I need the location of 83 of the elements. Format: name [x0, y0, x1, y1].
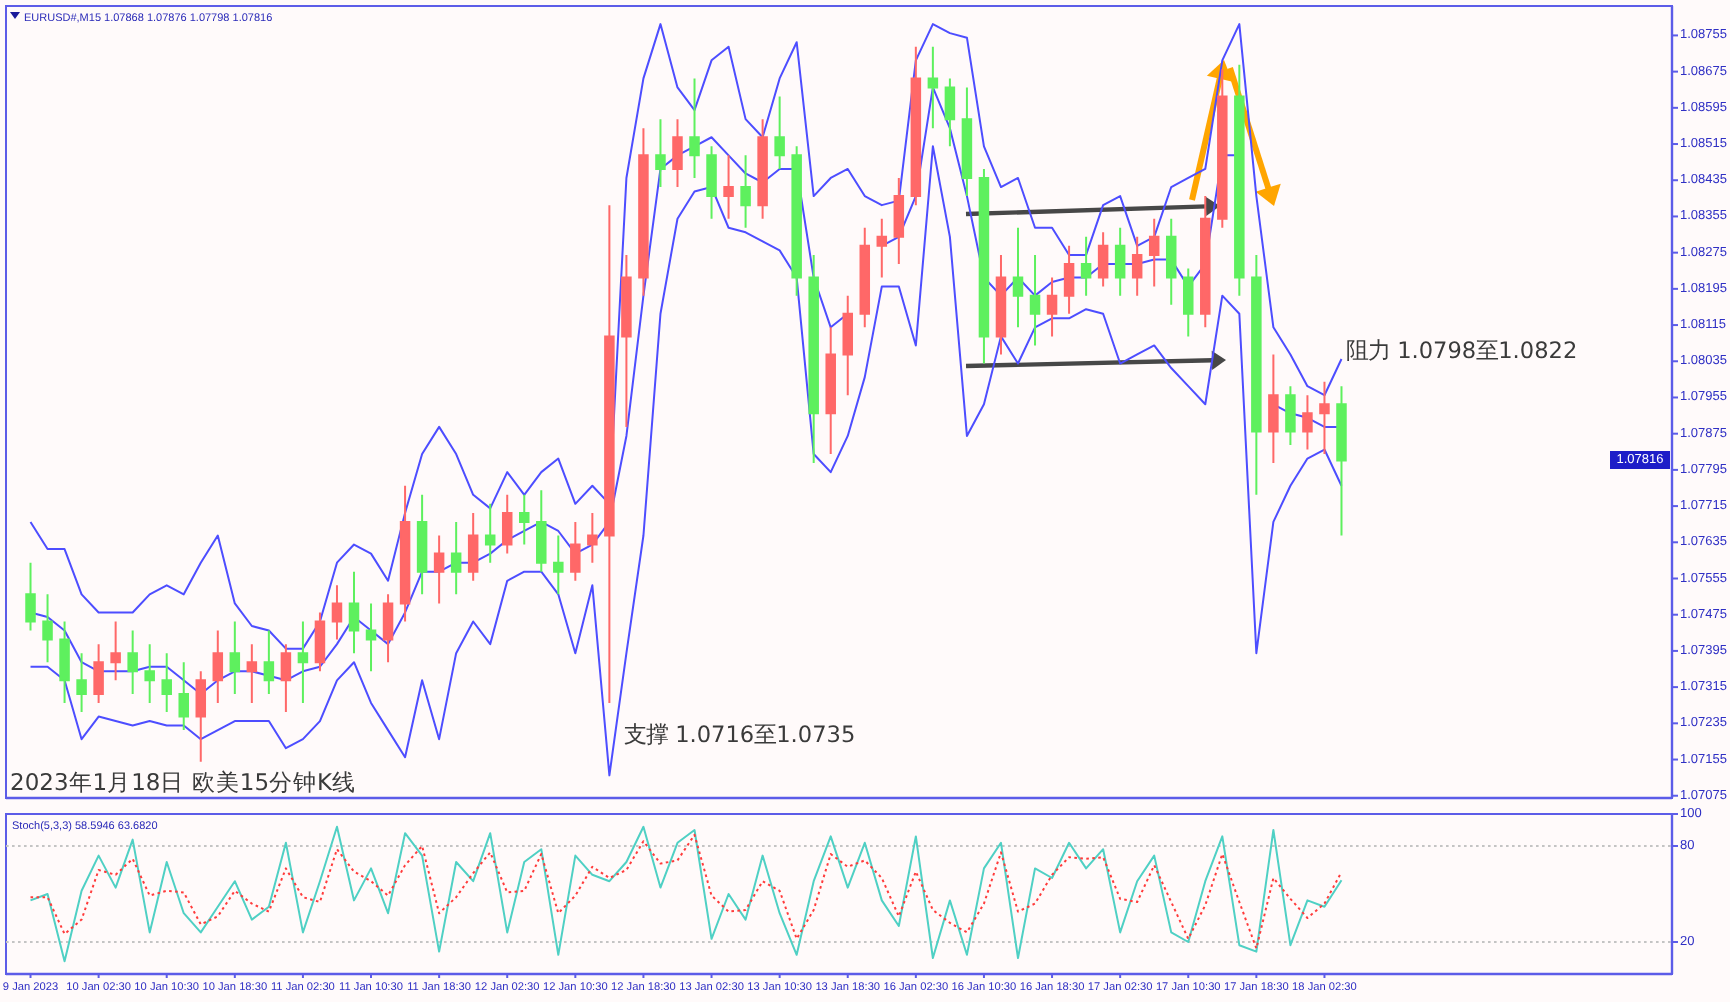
- candlestick: [501, 493, 513, 555]
- candlestick: [791, 145, 802, 297]
- candlestick: [484, 502, 496, 564]
- candlestick: [740, 154, 751, 229]
- candlestick: [178, 661, 189, 732]
- candlestick: [212, 629, 224, 704]
- candlestick: [859, 226, 871, 329]
- candlestick: [978, 167, 990, 365]
- candlestick: [961, 86, 973, 198]
- candlestick: [1251, 253, 1262, 496]
- candlestick: [1319, 380, 1330, 456]
- candlestick: [1063, 244, 1075, 315]
- candlestick: [314, 611, 326, 673]
- candlestick: [365, 602, 377, 673]
- candlestick: [297, 620, 309, 704]
- line-series: [29, 23, 1343, 650]
- candlestick: [1200, 195, 1211, 329]
- candlestick: [825, 326, 836, 456]
- candlestick: [280, 643, 292, 714]
- candlestick: [570, 520, 581, 582]
- candlestick: [774, 95, 785, 170]
- candlestick: [672, 118, 683, 189]
- candlestick: [127, 629, 138, 695]
- candlestick: [1336, 385, 1347, 537]
- candlestick: [110, 620, 121, 682]
- line-series: [29, 833, 1343, 950]
- candlestick: [876, 217, 888, 279]
- candlestick: [536, 489, 547, 573]
- candlestick: [910, 45, 922, 207]
- candlestick: [842, 294, 853, 397]
- candlestick: [331, 584, 343, 641]
- candlestick: [1165, 217, 1177, 306]
- candlestick: [587, 511, 598, 564]
- candlestick: [382, 593, 394, 664]
- candlestick: [399, 484, 411, 623]
- annotation: 2023年1月18日 欧美15分钟K线: [10, 768, 357, 796]
- candlestick: [706, 145, 717, 220]
- candlestick: [76, 652, 87, 714]
- candlestick: [246, 643, 258, 704]
- candlestick: [808, 253, 819, 465]
- candlestick: [59, 620, 70, 704]
- candlestick: [42, 593, 53, 664]
- candlestick: [604, 204, 615, 704]
- candlestick: [161, 652, 172, 714]
- candlestick: [995, 253, 1007, 356]
- annotation: 阻力 1.0798至1.0822: [1346, 338, 1578, 364]
- candlestick: [229, 620, 241, 695]
- candlestick: [689, 77, 700, 179]
- candlestick: [944, 77, 956, 148]
- candlestick: [195, 670, 207, 763]
- candlestick: [638, 127, 649, 297]
- annotation: 支撑 1.0716至1.0735: [624, 722, 856, 748]
- candlestick: [450, 520, 462, 596]
- candlestick: [467, 511, 479, 582]
- candlestick: [1217, 68, 1228, 229]
- candlestick: [25, 561, 36, 632]
- candlestick: [433, 534, 445, 605]
- candlestick: [927, 45, 939, 130]
- candlestick: [723, 154, 734, 220]
- candlestick: [1148, 217, 1160, 288]
- candlestick: [621, 253, 632, 428]
- candlestick: [519, 493, 530, 546]
- candlestick: [1131, 235, 1143, 297]
- candlestick: [348, 570, 360, 655]
- candlestick: [1012, 226, 1024, 329]
- candlestick: [416, 493, 428, 596]
- candlestick: [1285, 385, 1296, 446]
- candlestick: [263, 629, 275, 695]
- candlestick: [757, 118, 768, 220]
- candlestick: [893, 176, 905, 265]
- candlestick: [655, 118, 666, 189]
- candlestick: [1097, 231, 1109, 288]
- candlestick: [1114, 226, 1126, 297]
- candlestick: [553, 534, 564, 596]
- candlestick: [1080, 235, 1092, 297]
- candlestick: [1183, 267, 1194, 338]
- candlestick: [1046, 276, 1058, 338]
- candlestick: [144, 643, 155, 704]
- candlestick: [1302, 394, 1313, 451]
- candlestick: [1234, 63, 1245, 297]
- candlestick: [1268, 353, 1279, 465]
- candlestick: [93, 643, 104, 704]
- candlestick: [1029, 253, 1041, 347]
